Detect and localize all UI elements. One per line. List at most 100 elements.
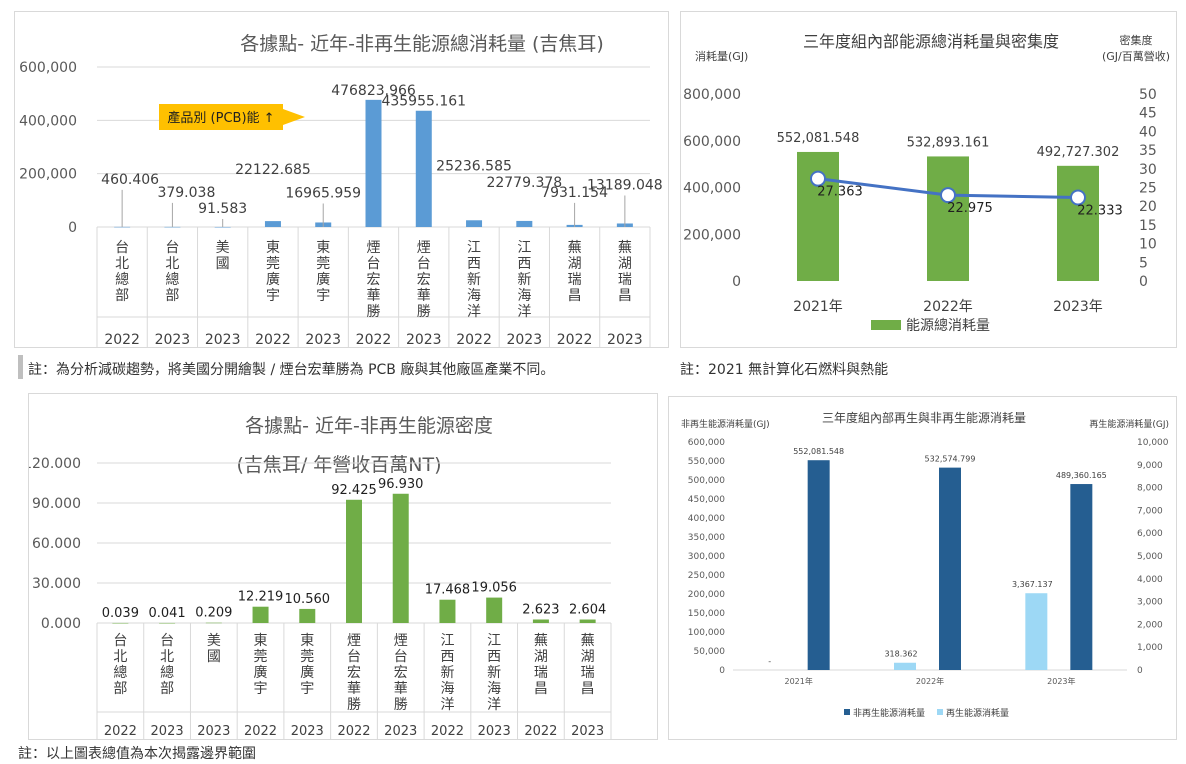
- chart3-category-label: 宇: [300, 681, 314, 697]
- chart3-data-label: 96.930: [378, 477, 424, 492]
- chart3-category-label: 西: [487, 649, 501, 665]
- chart2-y2-tick-label: 25: [1139, 181, 1157, 197]
- chart3-bar: [205, 622, 222, 624]
- chart1-category-label: 宇: [266, 288, 280, 304]
- chart4-x-tick-label: 2022年: [916, 676, 944, 686]
- chart3-year-label: 2022: [104, 724, 137, 739]
- chart1-category-label: 新: [467, 272, 481, 288]
- chart3-category-label: 湖: [534, 649, 548, 665]
- chart2-legend-swatch: [871, 320, 901, 330]
- chart4-legend-swatch-nonrenewable: [844, 709, 850, 715]
- chart1-category-label: 新: [517, 272, 531, 288]
- chart3-bar: [159, 622, 176, 624]
- chart1-category-label: 湖: [568, 256, 582, 272]
- chart3-year-label: 2023: [478, 724, 511, 739]
- chart4-y-tick-label: 500,000: [688, 476, 725, 486]
- chart1-bar: [164, 226, 181, 228]
- chart3-category-label: 海: [487, 681, 501, 697]
- chart1-category-label: 瑞: [568, 272, 582, 288]
- chart1-bar: [415, 110, 432, 227]
- chart1-bar: [214, 226, 231, 228]
- chart1-category-label: 湖: [618, 256, 632, 272]
- chart4-y2-tick-label: 10,000: [1137, 438, 1169, 448]
- chart1-year-label: 2022: [104, 332, 140, 348]
- chart3-category-label: 總: [113, 664, 127, 681]
- chart1-category-label: 台: [115, 240, 129, 256]
- chart4-y-tick-label: 250,000: [688, 571, 725, 581]
- chart3-bar: [439, 599, 456, 623]
- chart3-category-label: 東: [300, 633, 314, 649]
- chart1-year-label: 2023: [305, 332, 341, 348]
- chart1-category-label: 華: [367, 288, 381, 304]
- chart3-data-label: 19.056: [471, 581, 517, 596]
- chart1-category-label: 北: [115, 256, 129, 272]
- chart4-y-tick-label: 350,000: [688, 533, 725, 543]
- chart3-category-label: 台: [347, 649, 361, 665]
- chart2-y2-tick-label: 35: [1139, 143, 1157, 159]
- chart4-legend-label-nonrenewable: 非再生能源消耗量: [853, 707, 925, 719]
- chart3-category-label: 勝: [347, 697, 361, 713]
- chart2-y2-tick-label: 20: [1139, 199, 1157, 215]
- chart1-data-label: 91.583: [198, 201, 247, 217]
- chart3-category-label: 洋: [487, 697, 501, 713]
- chart4-nonrenewable-bar: [939, 467, 961, 670]
- chart1-callout-box: [159, 104, 283, 130]
- chart1-category-label: 蕪: [568, 240, 582, 256]
- chart4-y2-tick-label: 5,000: [1137, 552, 1163, 562]
- chart4-y2-tick-label: 3,000: [1137, 598, 1163, 608]
- chart4-y-tick-label: 450,000: [688, 495, 725, 505]
- chart2-y2-tick-label: 15: [1139, 218, 1157, 234]
- chart3-category-label: 部: [113, 681, 127, 697]
- chart1-category-label: 部: [115, 288, 129, 304]
- chart4-nonrenewable-bar: [807, 460, 830, 670]
- chart1-category-label: 華: [417, 288, 431, 304]
- chart3-category-label: 蕪: [534, 633, 548, 649]
- chart3-bar: [392, 493, 409, 623]
- chart3-category-label: 昌: [581, 681, 595, 697]
- chart4-y-tick-label: 600,000: [688, 438, 725, 448]
- chart1-category-label: 宇: [316, 288, 330, 304]
- chart3-category-label: 煙: [394, 633, 408, 649]
- note-bottom: 註：以上圖表總值為本次揭露邊界範圍: [18, 746, 256, 762]
- chart4-nonrenewable-bar: [1070, 484, 1093, 670]
- chart1-y-tick-label: 600,000: [19, 60, 77, 76]
- chart3-category-label: 宇: [254, 681, 268, 697]
- chart3-category-label: 海: [440, 681, 454, 697]
- chart3-svg: 各據點- 近年-非再生能源密度 (吉焦耳/ 年營收百萬NT) 0.000 30.000…: [29, 415, 612, 739]
- chart3-bar: [346, 499, 362, 623]
- chart2-x-tick-label: 2023年: [1053, 299, 1103, 315]
- chart3-y-tick-label: 30.000: [32, 576, 81, 592]
- chart2-y-tick-label: 200,000: [683, 227, 741, 243]
- chart4-y2-tick-label: 2,000: [1137, 620, 1163, 630]
- chart3-category-label: 新: [487, 665, 501, 681]
- chart3-category-label: 蕪: [581, 633, 595, 649]
- chart4-y2-tick-label: 4,000: [1137, 575, 1163, 585]
- chart3-category-label: 洋: [440, 697, 454, 713]
- chart1-y-tick-label: 0: [68, 220, 77, 236]
- chart2-y2-tick-label: 0: [1139, 274, 1148, 290]
- chart4-y-tick-label: 300,000: [688, 552, 725, 562]
- chart1-category-label: 東: [266, 240, 280, 256]
- chart3-title: 各據點- 近年-非再生能源密度: [245, 415, 493, 437]
- chart2-title: 三年度組內部能源總消耗量與密集度: [803, 32, 1059, 51]
- chart3-category-label: 台: [160, 633, 174, 649]
- chart1-category-label: 勝: [367, 304, 381, 320]
- chart4-nonrenewable-label: 532,574.799: [925, 455, 976, 464]
- chart1-bar: [365, 99, 382, 227]
- chart4-renewable-label: 318.362: [884, 650, 917, 659]
- chart3-category-label: 莞: [254, 649, 268, 665]
- chart3-category-label: 美: [207, 633, 221, 649]
- chart3-category-label: 東: [254, 633, 268, 649]
- chart3-category-label: 湖: [581, 649, 595, 665]
- chart1-category-label: 台: [417, 256, 431, 272]
- chart4-nonrenewable-label: 552,081.548: [793, 447, 844, 456]
- chart4-y-axis-label: 非再生能源消耗量(GJ): [681, 418, 770, 430]
- chart4-y2-tick-label: 6,000: [1137, 529, 1163, 539]
- chart2-bar-data-label: 532,893.161: [907, 135, 990, 150]
- chart3-category-label: 煙: [347, 633, 361, 649]
- chart3-bar: [252, 606, 269, 623]
- chart2-y2-tick-label: 5: [1139, 255, 1148, 271]
- chart1-year-label: 2023: [406, 332, 442, 348]
- chart2-y2-tick-label: 10: [1139, 237, 1157, 253]
